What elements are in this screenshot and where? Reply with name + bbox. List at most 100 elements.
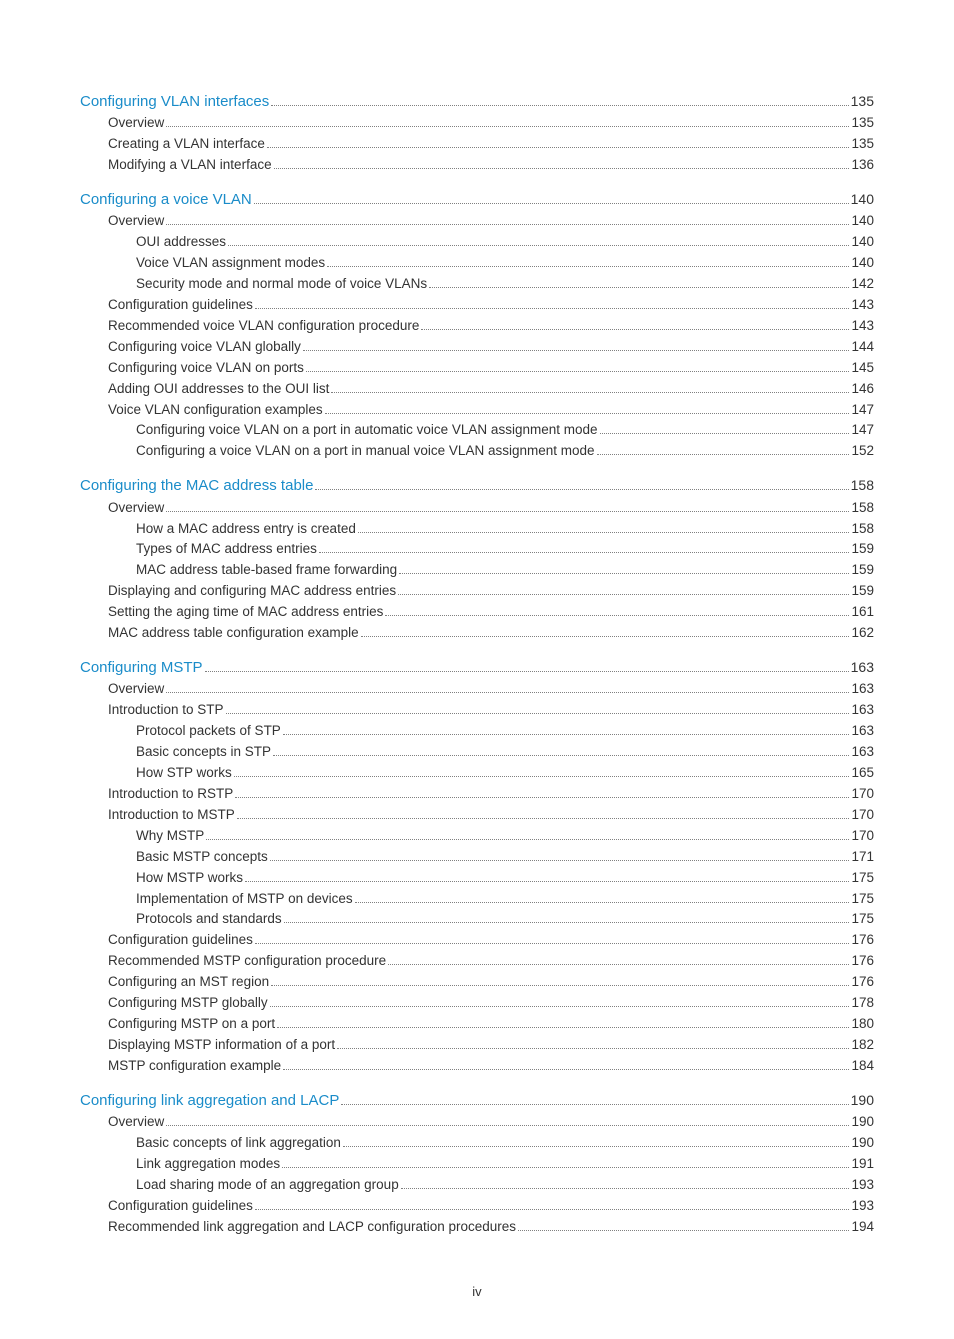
toc-heading[interactable]: Configuring VLAN interfaces 135 <box>80 90 874 113</box>
toc-entry-label[interactable]: Modifying a VLAN interface <box>108 155 272 176</box>
toc-entry-label[interactable]: Overview <box>108 113 164 134</box>
toc-entry[interactable]: Protocol packets of STP 163 <box>136 721 874 742</box>
toc-heading[interactable]: Configuring link aggregation and LACP 19… <box>80 1089 874 1112</box>
toc-heading-label[interactable]: Configuring link aggregation and LACP <box>80 1089 339 1112</box>
toc-entry[interactable]: MAC address table-based frame forwarding… <box>136 560 874 581</box>
toc-entry[interactable]: Recommended MSTP configuration procedure… <box>108 951 874 972</box>
toc-entry[interactable]: Configuring voice VLAN on ports 145 <box>108 358 874 379</box>
toc-entry-label[interactable]: Introduction to MSTP <box>108 805 235 826</box>
toc-entry[interactable]: Load sharing mode of an aggregation grou… <box>136 1175 874 1196</box>
toc-entry-label[interactable]: Recommended MSTP configuration procedure <box>108 951 386 972</box>
toc-entry-label[interactable]: Overview <box>108 679 164 700</box>
toc-entry-label[interactable]: Displaying MSTP information of a port <box>108 1035 335 1056</box>
toc-entry-label[interactable]: Introduction to STP <box>108 700 224 721</box>
toc-entry[interactable]: How MSTP works 175 <box>136 868 874 889</box>
toc-entry-label[interactable]: Overview <box>108 1112 164 1133</box>
toc-entry[interactable]: Overview 163 <box>108 679 874 700</box>
toc-entry-label[interactable]: Voice VLAN assignment modes <box>136 253 325 274</box>
toc-entry-label[interactable]: OUI addresses <box>136 232 226 253</box>
toc-entry[interactable]: Configuring MSTP globally 178 <box>108 993 874 1014</box>
toc-entry[interactable]: Recommended voice VLAN configuration pro… <box>108 316 874 337</box>
toc-heading-label[interactable]: Configuring the MAC address table <box>80 474 313 497</box>
toc-entry[interactable]: Overview 135 <box>108 113 874 134</box>
toc-entry-label[interactable]: Recommended voice VLAN configuration pro… <box>108 316 419 337</box>
toc-entry[interactable]: Recommended link aggregation and LACP co… <box>108 1217 874 1238</box>
toc-entry[interactable]: How STP works 165 <box>136 763 874 784</box>
toc-entry[interactable]: Adding OUI addresses to the OUI list 146 <box>108 379 874 400</box>
toc-entry[interactable]: OUI addresses 140 <box>136 232 874 253</box>
toc-entry-label[interactable]: Load sharing mode of an aggregation grou… <box>136 1175 399 1196</box>
toc-entry-label[interactable]: Voice VLAN configuration examples <box>108 400 323 421</box>
toc-entry[interactable]: Configuration guidelines 143 <box>108 295 874 316</box>
toc-entry-label[interactable]: How a MAC address entry is created <box>136 519 356 540</box>
toc-entry-label[interactable]: Protocol packets of STP <box>136 721 281 742</box>
toc-entry[interactable]: Link aggregation modes 191 <box>136 1154 874 1175</box>
toc-entry[interactable]: Security mode and normal mode of voice V… <box>136 274 874 295</box>
toc-entry[interactable]: Types of MAC address entries 159 <box>136 539 874 560</box>
toc-entry[interactable]: MSTP configuration example 184 <box>108 1056 874 1077</box>
toc-entry[interactable]: Displaying and configuring MAC address e… <box>108 581 874 602</box>
toc-entry-label[interactable]: Configuration guidelines <box>108 1196 253 1217</box>
toc-entry-label[interactable]: Setting the aging time of MAC address en… <box>108 602 383 623</box>
toc-heading[interactable]: Configuring the MAC address table 158 <box>80 474 874 497</box>
toc-entry-label[interactable]: Configuring a voice VLAN on a port in ma… <box>136 441 595 462</box>
toc-entry-label[interactable]: Recommended link aggregation and LACP co… <box>108 1217 516 1238</box>
toc-entry[interactable]: Voice VLAN configuration examples 147 <box>108 400 874 421</box>
toc-entry[interactable]: Modifying a VLAN interface 136 <box>108 155 874 176</box>
toc-heading-label[interactable]: Configuring VLAN interfaces <box>80 90 269 113</box>
toc-entry-label[interactable]: Types of MAC address entries <box>136 539 317 560</box>
toc-entry-label[interactable]: Configuring an MST region <box>108 972 269 993</box>
toc-entry-label[interactable]: Protocols and standards <box>136 909 282 930</box>
toc-entry-label[interactable]: Configuring voice VLAN on ports <box>108 358 304 379</box>
toc-entry[interactable]: Introduction to MSTP 170 <box>108 805 874 826</box>
toc-entry-label[interactable]: MAC address table configuration example <box>108 623 359 644</box>
toc-entry[interactable]: Basic concepts of link aggregation 190 <box>136 1133 874 1154</box>
toc-entry-label[interactable]: Overview <box>108 498 164 519</box>
toc-entry[interactable]: Configuration guidelines 193 <box>108 1196 874 1217</box>
toc-entry-label[interactable]: Overview <box>108 211 164 232</box>
toc-entry-label[interactable]: Security mode and normal mode of voice V… <box>136 274 427 295</box>
toc-entry[interactable]: Protocols and standards 175 <box>136 909 874 930</box>
toc-heading[interactable]: Configuring MSTP 163 <box>80 656 874 679</box>
toc-entry[interactable]: Implementation of MSTP on devices 175 <box>136 889 874 910</box>
toc-entry-label[interactable]: Displaying and configuring MAC address e… <box>108 581 396 602</box>
toc-entry[interactable]: Setting the aging time of MAC address en… <box>108 602 874 623</box>
toc-entry[interactable]: Introduction to STP 163 <box>108 700 874 721</box>
toc-entry-label[interactable]: Basic MSTP concepts <box>136 847 268 868</box>
toc-entry[interactable]: How a MAC address entry is created 158 <box>136 519 874 540</box>
toc-entry-label[interactable]: Creating a VLAN interface <box>108 134 265 155</box>
toc-heading[interactable]: Configuring a voice VLAN 140 <box>80 188 874 211</box>
toc-entry-label[interactable]: How MSTP works <box>136 868 243 889</box>
toc-entry-label[interactable]: Configuring MSTP globally <box>108 993 268 1014</box>
toc-entry[interactable]: Overview 190 <box>108 1112 874 1133</box>
toc-entry[interactable]: Configuration guidelines 176 <box>108 930 874 951</box>
toc-entry-label[interactable]: Configuring voice VLAN on a port in auto… <box>136 420 598 441</box>
toc-entry-label[interactable]: Configuration guidelines <box>108 295 253 316</box>
toc-entry[interactable]: Why MSTP 170 <box>136 826 874 847</box>
toc-entry[interactable]: Creating a VLAN interface 135 <box>108 134 874 155</box>
toc-entry-label[interactable]: MSTP configuration example <box>108 1056 281 1077</box>
toc-entry[interactable]: Configuring an MST region 176 <box>108 972 874 993</box>
toc-entry-label[interactable]: Why MSTP <box>136 826 204 847</box>
toc-entry[interactable]: Configuring a voice VLAN on a port in ma… <box>136 441 874 462</box>
toc-entry[interactable]: MAC address table configuration example … <box>108 623 874 644</box>
toc-entry[interactable]: Introduction to RSTP 170 <box>108 784 874 805</box>
toc-entry-label[interactable]: Configuration guidelines <box>108 930 253 951</box>
toc-entry-label[interactable]: Basic concepts of link aggregation <box>136 1133 341 1154</box>
toc-entry-label[interactable]: Configuring voice VLAN globally <box>108 337 301 358</box>
toc-heading-label[interactable]: Configuring MSTP <box>80 656 203 679</box>
toc-heading-label[interactable]: Configuring a voice VLAN <box>80 188 252 211</box>
toc-entry[interactable]: Basic MSTP concepts 171 <box>136 847 874 868</box>
toc-entry-label[interactable]: Link aggregation modes <box>136 1154 280 1175</box>
toc-entry-label[interactable]: Configuring MSTP on a port <box>108 1014 275 1035</box>
toc-entry-label[interactable]: How STP works <box>136 763 232 784</box>
toc-entry-label[interactable]: Adding OUI addresses to the OUI list <box>108 379 329 400</box>
toc-entry-label[interactable]: MAC address table-based frame forwarding <box>136 560 397 581</box>
toc-entry[interactable]: Configuring voice VLAN on a port in auto… <box>136 420 874 441</box>
toc-entry[interactable]: Configuring MSTP on a port 180 <box>108 1014 874 1035</box>
toc-entry[interactable]: Configuring voice VLAN globally 144 <box>108 337 874 358</box>
toc-entry-label[interactable]: Implementation of MSTP on devices <box>136 889 353 910</box>
toc-entry[interactable]: Overview 140 <box>108 211 874 232</box>
toc-entry[interactable]: Displaying MSTP information of a port 18… <box>108 1035 874 1056</box>
toc-entry[interactable]: Overview 158 <box>108 498 874 519</box>
